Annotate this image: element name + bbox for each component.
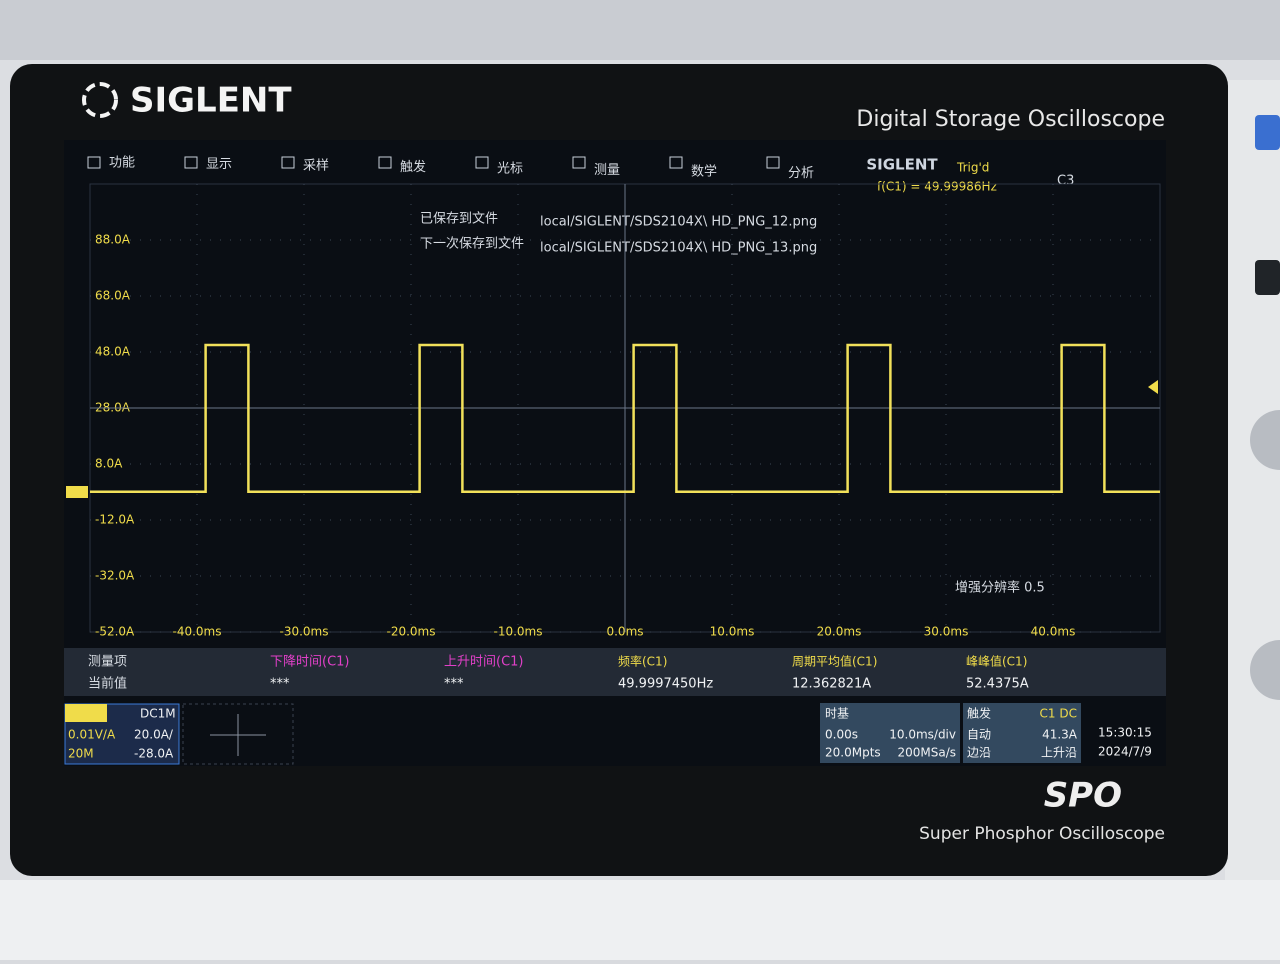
x-tick-label: -30.0ms bbox=[280, 625, 329, 639]
timebase-label: 时基 bbox=[825, 707, 849, 721]
add-channel[interactable] bbox=[182, 703, 294, 765]
vertical-scale: 20.0A/ bbox=[134, 728, 174, 742]
coupling: DC1M bbox=[140, 707, 176, 721]
measure-header: 当前值 bbox=[88, 676, 127, 692]
measure-value: 12.362821A bbox=[792, 677, 871, 692]
measure-name: 频率(C1) bbox=[618, 654, 667, 669]
measure-name: 下降时间(C1) bbox=[270, 655, 350, 670]
menu-icon bbox=[184, 156, 198, 169]
series-name: Super Phosphor Oscilloscope bbox=[919, 824, 1165, 844]
x-tick-label: 30.0ms bbox=[924, 625, 969, 639]
trigger-state: Trig'd bbox=[956, 161, 989, 175]
annotation: 增强分辨率 0.5 bbox=[955, 580, 1045, 596]
knob bbox=[1250, 410, 1280, 470]
waveform bbox=[90, 343, 1160, 493]
menu-item[interactable]: 分析 bbox=[788, 166, 814, 181]
clock-time: 15:30:15 bbox=[1098, 726, 1152, 740]
trigger-level: 41.3A bbox=[1042, 728, 1078, 742]
plot: 88.0A68.0A48.0A28.0A8.0A-12.0A-32.0A-52.… bbox=[89, 183, 1161, 639]
side-button bbox=[1255, 260, 1280, 295]
measure-header: 测量项 bbox=[88, 655, 127, 670]
measure-value: *** bbox=[270, 677, 290, 692]
knob bbox=[1250, 640, 1280, 700]
trigger-box[interactable] bbox=[963, 703, 1081, 763]
channel-marker bbox=[66, 486, 88, 498]
x-tick-label: 10.0ms bbox=[710, 625, 755, 639]
y-tick-label: -52.0A bbox=[95, 625, 135, 639]
menu-item[interactable]: 触发 bbox=[400, 159, 426, 175]
menu-icon bbox=[87, 156, 101, 169]
next-path: local/SIGLENT/SDS2104X\ HD_PNG_13.png bbox=[540, 241, 817, 256]
trigger-source: C1 DC bbox=[1040, 707, 1077, 721]
measure-value: *** bbox=[444, 677, 464, 692]
x-tick-label: 20.0ms bbox=[817, 625, 862, 639]
trigger-slope: 上升沿 bbox=[1041, 746, 1077, 760]
trigger-type: 边沿 bbox=[967, 746, 991, 760]
y-tick-label: -32.0A bbox=[95, 569, 135, 583]
product-name: Digital Storage Oscilloscope bbox=[856, 107, 1165, 132]
measure-items: 下降时间(C1) *** 上升时间(C1) *** 频率(C1) 49.9997450Hz… bbox=[270, 654, 1029, 692]
menu-item[interactable]: 采样 bbox=[303, 159, 329, 174]
menu-icon bbox=[669, 156, 683, 169]
memory: 20.0Mpts bbox=[825, 746, 881, 760]
frequency-counter: f(C1) = 49.99986Hz bbox=[877, 180, 997, 194]
measure-name: 周期平均值(C1) bbox=[792, 654, 877, 669]
logo-icon bbox=[82, 82, 118, 118]
next-label: 下一次保存到文件 bbox=[420, 236, 524, 252]
y-tick-label: 88.0A bbox=[95, 233, 131, 247]
base bbox=[0, 880, 1280, 960]
delay: 0.00s bbox=[825, 728, 858, 742]
status-brand: SIGLENT bbox=[866, 156, 938, 174]
measure-value: 49.9997450Hz bbox=[618, 677, 713, 692]
trigger-mode: 自动 bbox=[967, 728, 991, 742]
bandwidth: 20M bbox=[68, 747, 94, 761]
trigger-label: 触发 bbox=[967, 706, 991, 721]
measure-bar bbox=[64, 648, 1166, 696]
measure-name: 峰峰值(C1) bbox=[966, 654, 1027, 669]
menu-icon bbox=[378, 156, 392, 169]
y-tick-label: 8.0A bbox=[95, 457, 123, 471]
menu-bar: 功能 显示 采样 触发 光标 测量 数学 分析 bbox=[87, 156, 814, 181]
y-tick-label: 68.0A bbox=[95, 289, 131, 303]
menu-item[interactable]: 功能 bbox=[109, 156, 135, 171]
series-logo: SPO bbox=[1044, 776, 1122, 816]
menu-item[interactable]: 光标 bbox=[497, 162, 523, 177]
menu-item[interactable]: 显示 bbox=[206, 157, 232, 172]
saved-label: 已保存到文件 bbox=[420, 212, 498, 227]
saved-path: local/SIGLENT/SDS2104X\ HD_PNG_12.png bbox=[540, 215, 817, 230]
side-panel bbox=[1225, 80, 1280, 880]
side-button bbox=[1255, 115, 1280, 150]
clock-date: 2024/7/9 bbox=[1098, 745, 1152, 759]
y-tick-label: 48.0A bbox=[95, 345, 131, 359]
logo: SIGLENT bbox=[130, 81, 292, 121]
x-tick-label: -40.0ms bbox=[173, 625, 222, 639]
offset: -28.0A bbox=[134, 747, 174, 761]
menu-item[interactable]: 测量 bbox=[594, 163, 620, 178]
menu-icon bbox=[572, 156, 586, 169]
menu-icon bbox=[475, 156, 489, 169]
time-scale: 10.0ms/div bbox=[889, 728, 956, 742]
x-tick-label: -10.0ms bbox=[494, 625, 543, 639]
plus-icon bbox=[210, 714, 266, 756]
backdrop bbox=[0, 0, 1280, 60]
timebase-box[interactable] bbox=[820, 703, 960, 763]
sample-rate: 200MSa/s bbox=[897, 746, 956, 760]
menu-icon bbox=[766, 156, 780, 169]
probe: 0.01V/A bbox=[68, 728, 116, 742]
x-tick-label: 40.0ms bbox=[1031, 625, 1076, 639]
trigger-level-marker bbox=[1148, 380, 1158, 394]
x-tick-label: -20.0ms bbox=[387, 625, 436, 639]
channel-tag bbox=[65, 704, 107, 722]
measure-value: 52.4375A bbox=[966, 677, 1029, 692]
y-tick-label: -12.0A bbox=[95, 513, 135, 527]
menu-item[interactable]: 数学 bbox=[691, 164, 717, 180]
channel-indicator: C3 bbox=[1057, 174, 1074, 189]
measure-name: 上升时间(C1) bbox=[444, 655, 524, 670]
menu-icon bbox=[281, 156, 295, 169]
